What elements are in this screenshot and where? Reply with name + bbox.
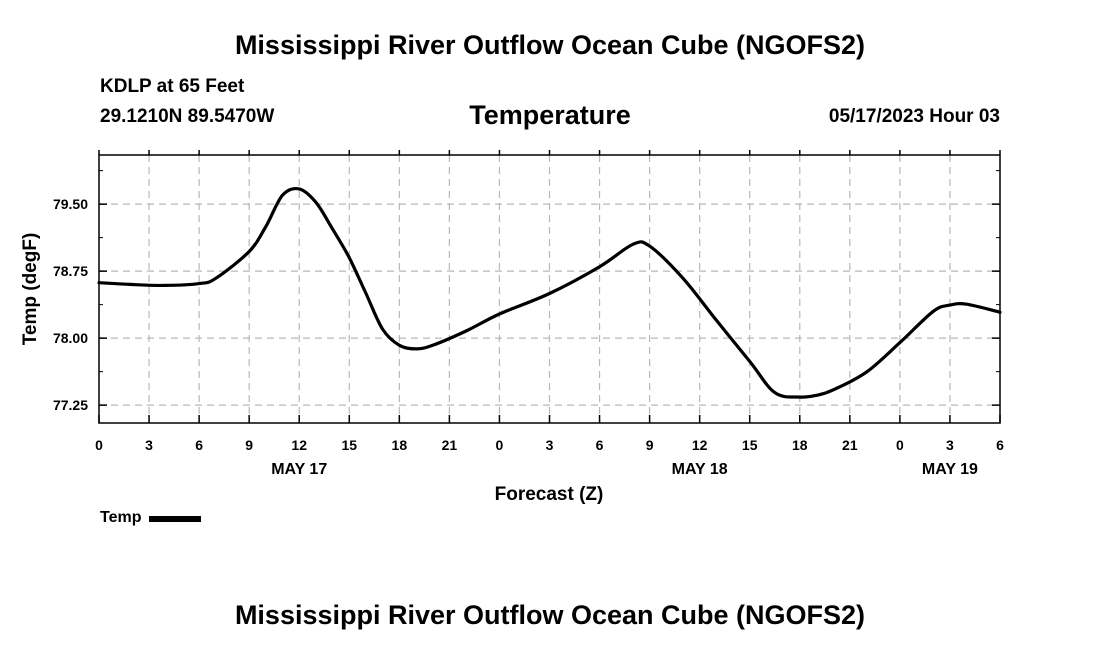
x-tick-label: 9 bbox=[646, 437, 654, 453]
x-day-label: MAY 18 bbox=[672, 461, 728, 478]
x-tick-label: 0 bbox=[496, 437, 504, 453]
x-tick-label: 6 bbox=[596, 437, 604, 453]
x-day-label: MAY 19 bbox=[922, 461, 978, 478]
x-tick-label: 6 bbox=[996, 437, 1004, 453]
x-tick-label: 3 bbox=[145, 437, 153, 453]
x-tick-label: 3 bbox=[946, 437, 954, 453]
legend-label: Temp bbox=[100, 509, 142, 526]
y-tick-label: 77.25 bbox=[53, 397, 88, 413]
legend-line-swatch bbox=[149, 516, 202, 522]
x-axis-label: Forecast (Z) bbox=[495, 484, 604, 505]
station-label: KDLP at 65 Feet bbox=[100, 76, 245, 97]
x-tick-label: 18 bbox=[392, 437, 408, 453]
x-tick-label: 15 bbox=[341, 437, 357, 453]
station-coordinates: 29.1210N 89.5470W bbox=[100, 106, 275, 127]
x-tick-label: 15 bbox=[742, 437, 758, 453]
x-tick-label: 18 bbox=[792, 437, 808, 453]
x-tick-label: 9 bbox=[245, 437, 253, 453]
page-title: Mississippi River Outflow Ocean Cube (NG… bbox=[234, 30, 866, 60]
series-line-temp bbox=[97, 186, 1002, 399]
y-tick-label: 79.50 bbox=[53, 196, 88, 212]
legend: Temp bbox=[100, 509, 202, 527]
x-tick-label: 12 bbox=[291, 437, 307, 453]
axis-ticks: 0 3 6 9 12 15 18 21 0 3 6 9 12 15 18 21 0 3 6 77.25 78.00 78.… bbox=[53, 150, 1004, 478]
x-tick-label: 12 bbox=[692, 437, 708, 453]
y-axis-label: Temp (degF) bbox=[20, 233, 41, 346]
grid-lines bbox=[99, 155, 1000, 423]
x-tick-label: 6 bbox=[195, 437, 203, 453]
forecast-datetime: 05/17/2023 Hour 03 bbox=[828, 106, 1000, 127]
x-day-label: MAY 17 bbox=[271, 461, 327, 478]
y-tick-label: 78.75 bbox=[53, 263, 88, 279]
x-tick-label: 0 bbox=[896, 437, 904, 453]
chart-title: Temperature bbox=[469, 100, 631, 130]
footer-title: Mississippi River Outflow Ocean Cube (NG… bbox=[234, 600, 866, 630]
x-tick-label: 0 bbox=[95, 437, 103, 453]
x-tick-label: 21 bbox=[842, 437, 858, 453]
x-tick-label: 21 bbox=[442, 437, 458, 453]
x-tick-label: 3 bbox=[546, 437, 554, 453]
y-tick-label: 78.00 bbox=[53, 330, 88, 346]
